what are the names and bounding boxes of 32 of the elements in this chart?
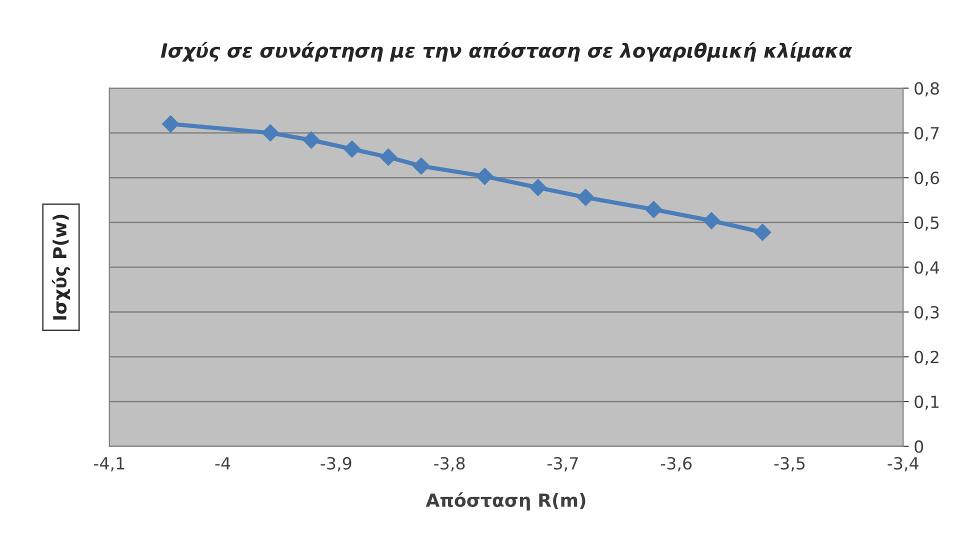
y-tick-label: 0 <box>914 440 924 453</box>
point <box>302 132 320 149</box>
x-tick-label: -3,4 <box>888 457 918 472</box>
y-axis-title: Ισχύς P(w) <box>52 214 70 320</box>
y-tick-label: 0,1 <box>914 396 939 410</box>
y-tick-label: 0,7 <box>914 126 939 142</box>
point <box>529 178 547 196</box>
x-axis-title: Απόσταση R(m) <box>426 492 586 510</box>
y-tick-label: 0,5 <box>914 216 939 231</box>
y-tick-label: 0,6 <box>914 172 940 186</box>
point <box>645 200 662 218</box>
x-tick-label: -4 <box>215 457 230 470</box>
point <box>343 140 361 158</box>
x-tick-label: -3,9 <box>320 457 352 472</box>
y-tick-label: 0,3 <box>914 306 939 320</box>
y-tick-label: 0,2 <box>914 350 938 366</box>
point <box>702 212 720 230</box>
y-tick-label: 0,4 <box>914 261 940 276</box>
x-tick-label: -3,8 <box>434 457 465 472</box>
point <box>754 224 772 241</box>
point <box>162 115 180 133</box>
point <box>262 124 279 142</box>
x-tick-label: -4,1 <box>94 457 124 472</box>
x-tick-label: -3,6 <box>660 457 692 472</box>
x-tick-label: -3,5 <box>774 457 805 472</box>
x-tick-label: -3,7 <box>548 457 578 472</box>
chart-title: Ισχύς σε συνάρτηση με την απόσταση σε λογαριθμική κλίμακα <box>160 42 852 62</box>
point <box>577 188 594 206</box>
point <box>380 148 397 166</box>
point <box>412 158 430 175</box>
point <box>476 168 494 185</box>
y-tick-label: 0,8 <box>914 82 939 96</box>
